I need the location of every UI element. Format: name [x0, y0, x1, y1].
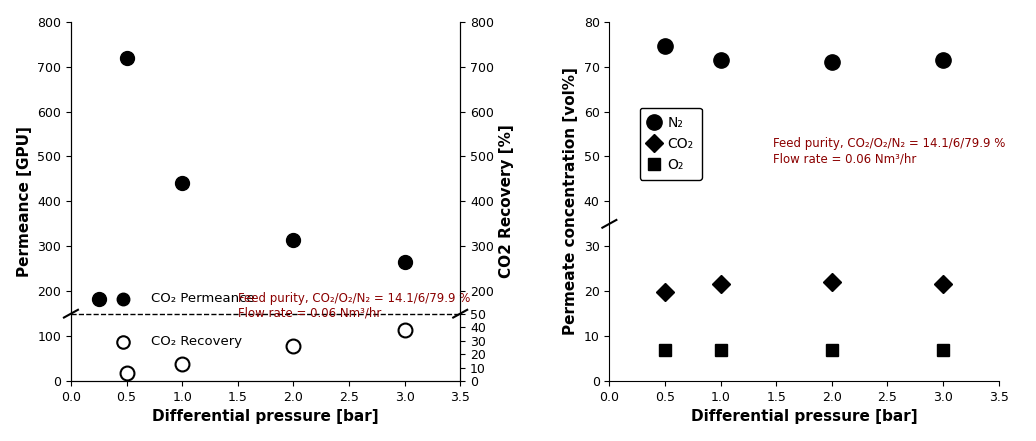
- Line: N₂: N₂: [657, 39, 951, 70]
- Text: Feed purity, CO₂/O₂/N₂ = 14.1/6/79.9 %
Flow rate = 0.06 Nm³/hr: Feed purity, CO₂/O₂/N₂ = 14.1/6/79.9 % F…: [773, 138, 1005, 165]
- N₂: [937, 57, 949, 63]
- Y-axis label: Permeance [GPU]: Permeance [GPU]: [17, 126, 32, 277]
- X-axis label: Differential pressure [bar]: Differential pressure [bar]: [691, 409, 917, 424]
- X-axis label: Differential pressure [bar]: Differential pressure [bar]: [152, 409, 379, 424]
- N₂: [659, 44, 671, 49]
- Line: CO₂: CO₂: [659, 276, 949, 299]
- Line: O₂: O₂: [659, 344, 949, 356]
- Y-axis label: CO2 Recovery [%]: CO2 Recovery [%]: [499, 124, 515, 278]
- Text: Feed purity, CO₂/O₂/N₂ = 14.1/6/79.9 %
Flow rate = 0.06 Nm³/hr: Feed purity, CO₂/O₂/N₂ = 14.1/6/79.9 % F…: [238, 292, 470, 320]
- CO₂: [937, 282, 949, 287]
- O₂: [715, 347, 727, 352]
- CO₂: [826, 280, 838, 285]
- Legend: N₂, CO₂, O₂: N₂, CO₂, O₂: [639, 108, 702, 180]
- CO₂: [715, 282, 727, 287]
- Text: CO₂ Recovery: CO₂ Recovery: [151, 336, 241, 348]
- O₂: [826, 347, 838, 352]
- O₂: [937, 347, 949, 352]
- N₂: [715, 57, 727, 63]
- Text: CO₂ Permeance: CO₂ Permeance: [151, 292, 255, 305]
- CO₂: [659, 289, 671, 295]
- O₂: [659, 347, 671, 352]
- N₂: [826, 60, 838, 65]
- Y-axis label: Permeate concentration [vol%]: Permeate concentration [vol%]: [564, 67, 578, 335]
